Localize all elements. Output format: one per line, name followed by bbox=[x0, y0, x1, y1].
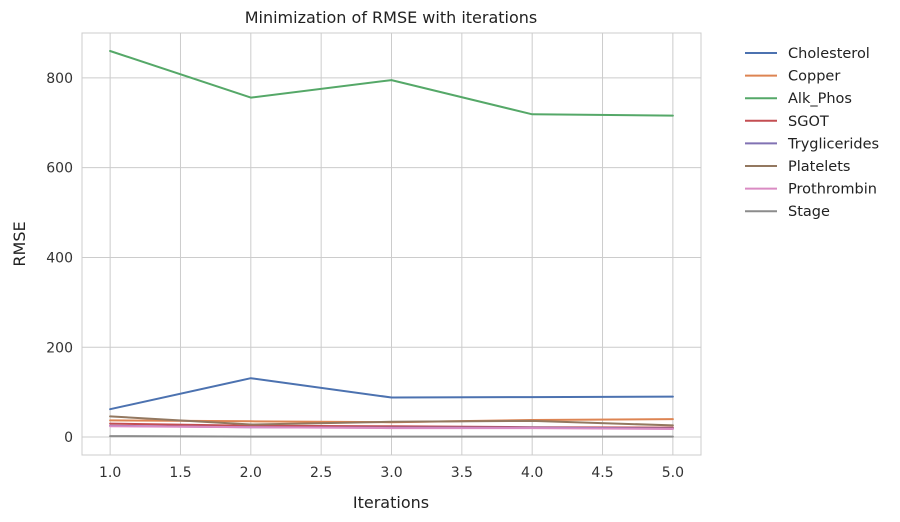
series-line-cholesterol bbox=[109, 377, 674, 411]
y-tick-label: 0 bbox=[64, 430, 73, 446]
legend-label-cholesterol: Cholesterol bbox=[788, 46, 870, 62]
legend-label-stage: Stage bbox=[788, 204, 830, 220]
legend-label-tryglicerides: Tryglicerides bbox=[787, 136, 879, 152]
legend-label-prothrombin: Prothrombin bbox=[788, 182, 877, 198]
x-axis-label: Iterations bbox=[353, 493, 429, 512]
legend-label-copper: Copper bbox=[788, 69, 840, 85]
legend-label-platelets: Platelets bbox=[788, 159, 850, 175]
x-tick-label: 5.0 bbox=[662, 465, 684, 481]
x-tick-labels: 1.0 1.5 2.0 2.5 3.0 3.5 4.0 4.5 5.0 bbox=[99, 465, 684, 481]
legend-label-sgot: SGOT bbox=[788, 114, 829, 130]
y-tick-label: 600 bbox=[46, 161, 73, 177]
series-line-alk-phos bbox=[109, 50, 674, 117]
y-tick-labels: 0 200 400 600 800 bbox=[46, 71, 73, 446]
series-line-prothrombin bbox=[109, 425, 674, 430]
y-tick-label: 800 bbox=[46, 71, 73, 87]
plot-area bbox=[81, 32, 702, 456]
chart-title: Minimization of RMSE with iterations bbox=[245, 8, 538, 27]
x-tick-label: 3.5 bbox=[451, 465, 473, 481]
x-tick-label: 1.5 bbox=[169, 465, 191, 481]
series-lines bbox=[109, 50, 674, 438]
series-line-stage bbox=[109, 435, 674, 438]
y-tick-label: 200 bbox=[46, 340, 73, 356]
x-tick-label: 3.0 bbox=[380, 465, 402, 481]
legend-label-alk-phos: Alk_Phos bbox=[788, 91, 852, 107]
x-tick-label: 4.0 bbox=[521, 465, 543, 481]
x-tick-label: 2.0 bbox=[240, 465, 262, 481]
series-line-platelets bbox=[109, 415, 674, 427]
y-axis-label: RMSE bbox=[10, 221, 29, 266]
legend: Cholesterol Copper Alk_Phos SGOT Tryglicerid… bbox=[745, 46, 879, 220]
x-tick-label: 1.0 bbox=[99, 465, 121, 481]
x-tick-label: 4.5 bbox=[591, 465, 613, 481]
x-tick-label: 2.5 bbox=[310, 465, 332, 481]
x-gridlines bbox=[109, 33, 674, 455]
y-tick-label: 400 bbox=[46, 250, 73, 266]
